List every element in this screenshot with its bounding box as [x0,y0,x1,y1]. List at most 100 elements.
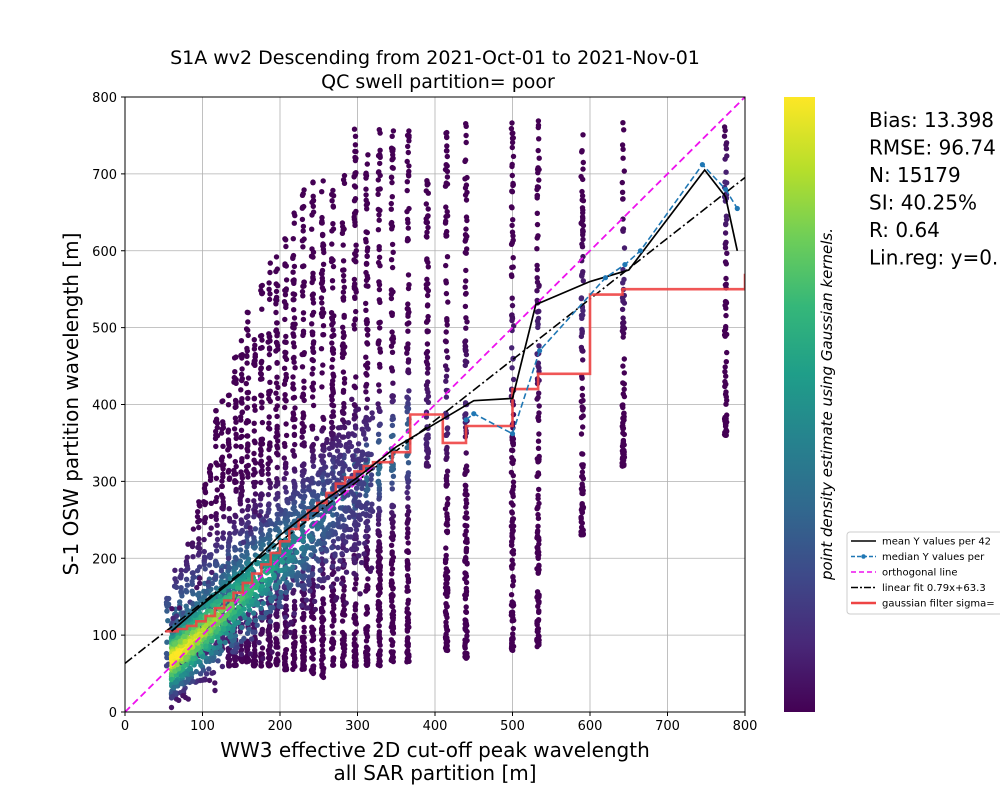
scatter-point [536,431,542,437]
scatter-point [292,405,298,411]
scatter-point [406,388,412,394]
scatter-point [580,228,586,235]
scatter-point [231,655,238,661]
scatter-point [721,328,728,334]
scatter-point [620,120,626,126]
scatter-point [423,350,430,356]
scatter-point [444,604,450,610]
scatter-point [376,408,383,414]
scatter-point [275,384,281,391]
scatter-point [463,197,470,203]
scatter-point [290,236,296,242]
scatter-point [579,375,585,381]
scatter-point [443,528,450,535]
scatter-point [266,662,273,668]
scatter-point [267,338,273,344]
scatter-point [425,313,431,320]
scatter-point [283,304,289,311]
scatter-point [342,505,349,511]
scatter-point [329,639,335,645]
scatter-point [328,584,335,590]
scatter-point [405,484,411,490]
scatter-point [266,331,272,337]
scatter-point [281,455,287,461]
scatter-point [231,609,238,615]
scatter-point [405,597,412,603]
scatter-point [292,441,298,448]
scatter-point [376,382,382,388]
scatter-point [580,215,586,222]
scatter-point [331,569,337,576]
scatter-point [352,157,359,164]
scatter-point [353,651,359,657]
scatter-point [534,396,540,402]
scatter-point [213,513,219,519]
scatter-point [353,242,359,248]
scatter-point [377,649,383,655]
scatter-point [265,636,271,643]
scatter-point [309,423,315,430]
scatter-point [329,563,336,569]
scatter-point [323,548,330,554]
scatter-point [273,380,280,386]
scatter-point [376,217,382,223]
scatter-point [348,534,354,540]
scatter-point [404,584,410,590]
scatter-point [464,537,470,543]
scatter-point [405,472,411,479]
scatter-point [273,644,279,650]
scatter-point [535,124,541,131]
scatter-point [329,623,335,629]
scatter-point [339,230,346,236]
scatter-point [579,501,585,507]
scatter-point [341,587,347,593]
scatter-point [300,557,306,564]
scatter-point [184,561,190,567]
scatter-point [376,539,382,545]
scatter-point [300,283,306,289]
scatter-point [195,544,201,551]
scatter-point [365,275,371,281]
scatter-point [251,337,257,343]
scatter-point [444,174,451,180]
scatter-point [299,602,305,609]
scatter-point [329,256,335,262]
scatter-point [220,530,226,536]
scatter-point [351,257,358,263]
scatter-point [463,121,469,127]
scatter-point [226,467,232,474]
scatter-point [184,554,190,560]
scatter-point [376,463,382,469]
scatter-point [352,142,359,148]
scatter-point [252,629,258,635]
scatter-point [194,584,200,591]
scatter-point [218,483,225,490]
scatter-point [580,236,586,243]
scatter-point [275,283,281,289]
scatter-point [341,635,347,641]
scatter-point [197,517,203,524]
scatter-point [241,601,247,607]
scatter-point [263,610,269,616]
scatter-point [185,566,191,572]
scatter-point [238,371,245,378]
scatter-point [388,595,395,601]
scatter-point [233,419,239,425]
scatter-point [277,595,283,601]
scatter-point [319,584,326,591]
scatter-point [534,628,540,635]
scatter-point [300,410,306,416]
scatter-point [291,280,297,286]
scatter-point [363,300,369,307]
scatter-point [244,533,250,540]
scatter-point [363,186,369,192]
scatter-point [375,177,381,183]
scatter-point [535,438,542,444]
scatter-point [349,396,355,402]
scatter-point [283,421,289,427]
scatter-point [351,631,358,637]
scatter-point [462,176,468,182]
scatter-point [404,216,411,223]
scatter-point [190,678,196,684]
scatter-point [621,414,627,420]
